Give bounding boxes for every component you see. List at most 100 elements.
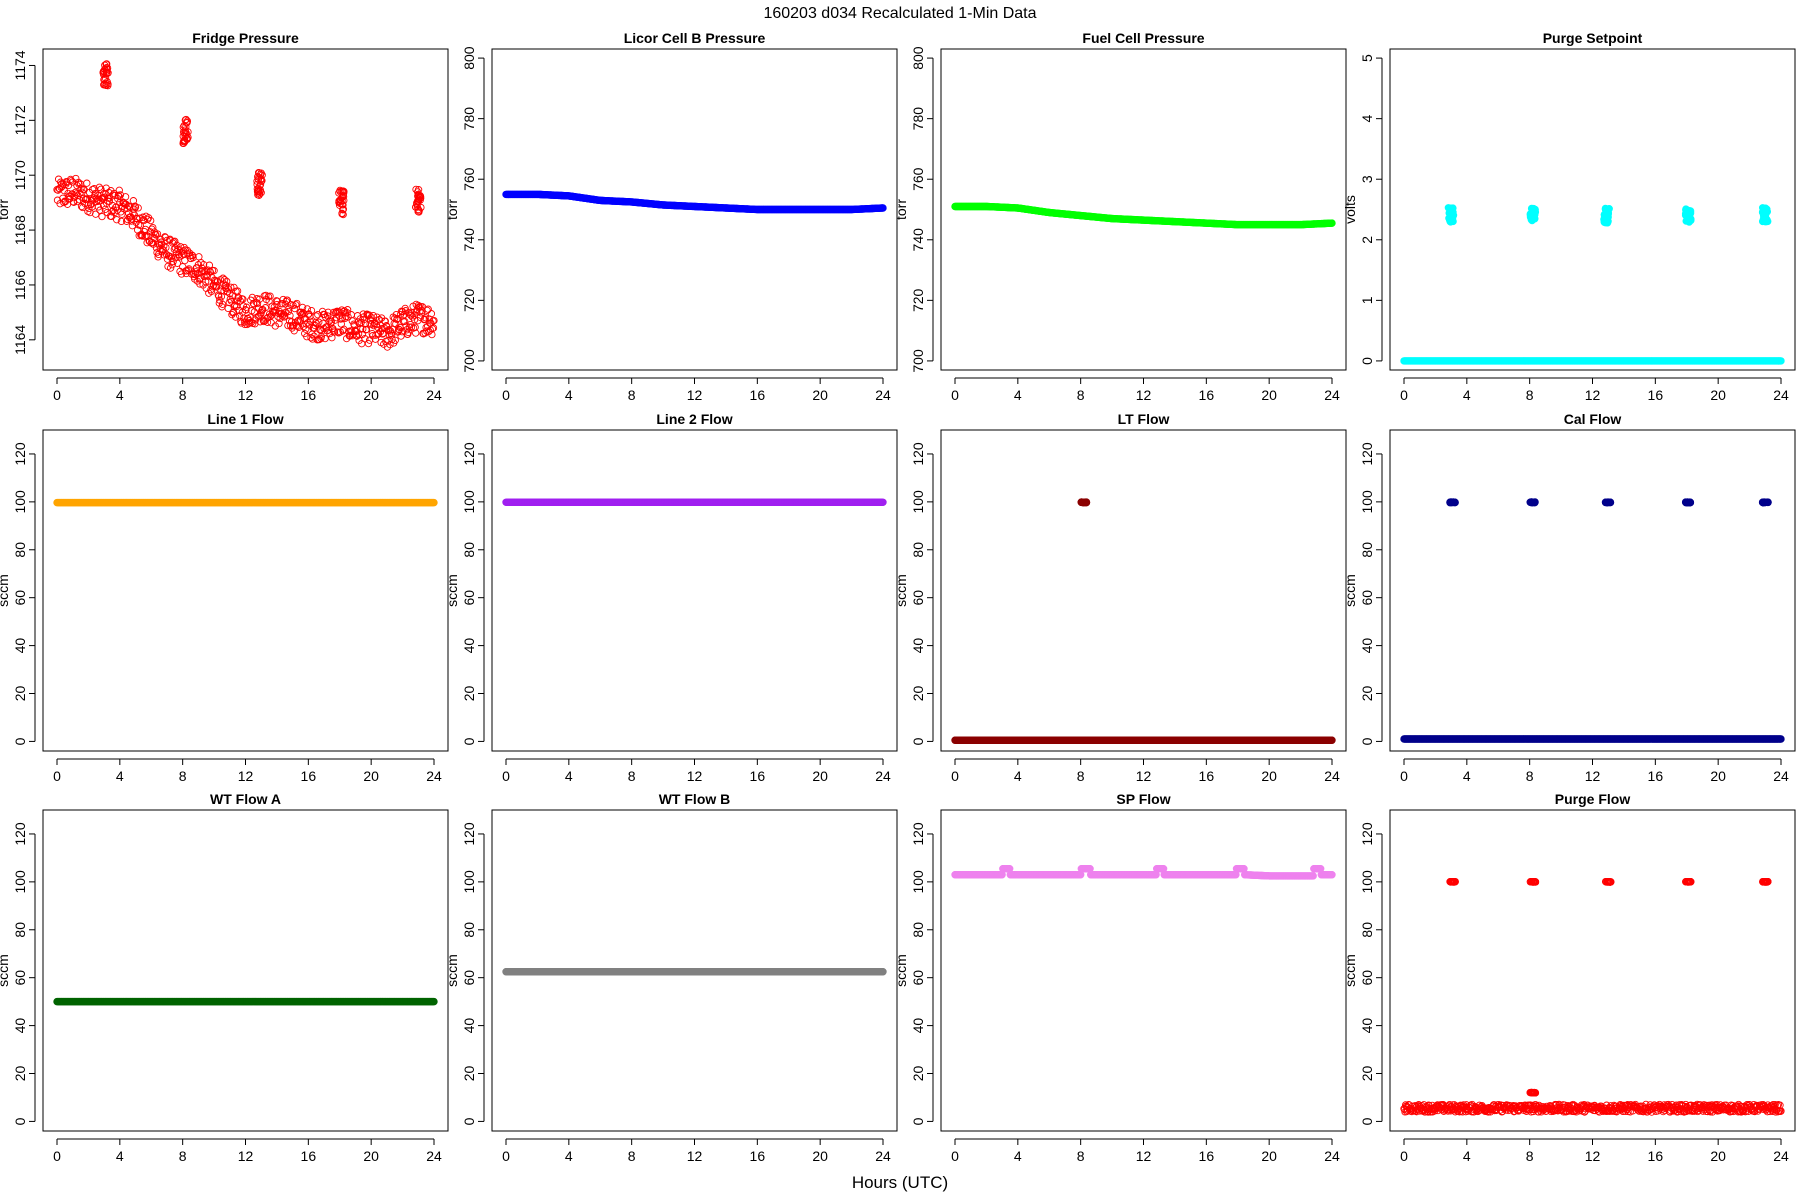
y-axis-label: torr: [893, 199, 909, 220]
data-point: [292, 301, 300, 309]
data-point: [242, 306, 250, 314]
data-point: [335, 329, 343, 337]
data-point: [387, 331, 396, 339]
data-point: [83, 179, 91, 187]
panel-title: Licor Cell B Pressure: [624, 30, 766, 46]
data-point: [92, 210, 100, 218]
y-tick-label: 760: [910, 167, 926, 191]
data-point: [1761, 215, 1769, 223]
y-tick-label: 20: [12, 686, 28, 702]
y-tick-label: 780: [461, 107, 477, 131]
x-tick-label: 16: [1199, 768, 1215, 784]
y-tick-label: 720: [910, 288, 926, 312]
panel-title: LT Flow: [1118, 411, 1170, 427]
data-point: [122, 200, 130, 208]
x-tick-label: 0: [951, 768, 959, 784]
plot-frame: [491, 429, 898, 752]
data-point: [254, 189, 262, 197]
data-point: [369, 311, 377, 320]
data-point: [429, 324, 438, 332]
y-tick-label: 80: [461, 542, 477, 558]
data-point: [173, 259, 182, 267]
data-point: [143, 215, 152, 224]
y-tick-label: 760: [461, 167, 477, 191]
data-point: [183, 135, 191, 143]
y-tick-label: 700: [461, 349, 477, 373]
panel-title: Line 1 Flow: [207, 411, 283, 427]
data-point: [1600, 215, 1608, 224]
panel-title: Purge Setpoint: [1543, 30, 1643, 46]
data-point: [231, 313, 240, 321]
data-point: [253, 295, 261, 303]
data-point: [134, 204, 142, 212]
x-tick-label: 16: [301, 768, 317, 784]
data-point: [413, 199, 421, 207]
data-point: [358, 330, 366, 339]
x-tick-label: 12: [238, 387, 254, 403]
data-point: [99, 69, 107, 77]
data-point: [879, 204, 887, 212]
data-point: [138, 232, 146, 240]
data-point: [151, 230, 160, 238]
y-axis-label: torr: [444, 199, 460, 220]
x-tick-label: 24: [875, 387, 891, 403]
data-points: [951, 498, 1336, 744]
x-tick-label: 24: [1324, 387, 1340, 403]
data-point: [427, 310, 436, 318]
data-point: [103, 60, 111, 68]
data-point: [225, 285, 233, 293]
data-point: [121, 193, 130, 201]
data-point: [249, 299, 258, 308]
data-point: [98, 212, 106, 221]
data-point: [227, 283, 235, 291]
data-point: [129, 197, 138, 205]
y-tick-label: 0: [910, 737, 926, 745]
x-tick-label: 0: [502, 387, 510, 403]
data-point: [318, 327, 326, 335]
data-point: [343, 306, 352, 314]
data-point: [317, 332, 326, 341]
data-point: [293, 299, 301, 308]
data-point: [224, 304, 232, 313]
data-point: [367, 313, 375, 321]
y-tick-label: 60: [910, 590, 926, 606]
data-point: [60, 187, 68, 195]
x-tick-label: 8: [628, 387, 636, 403]
data-point: [153, 230, 162, 238]
data-point: [130, 205, 138, 213]
data-point: [392, 320, 400, 328]
data-point: [279, 300, 287, 308]
x-tick-label: 16: [301, 387, 317, 403]
data-point: [339, 210, 347, 219]
data-point: [408, 309, 416, 317]
x-tick-label: 8: [628, 768, 636, 784]
y-tick-label: 740: [910, 228, 926, 252]
data-point: [213, 283, 221, 291]
data-point: [421, 314, 430, 322]
data-point: [263, 314, 271, 322]
data-point: [324, 308, 332, 316]
data-point: [215, 299, 223, 307]
data-point: [290, 327, 298, 335]
data-point: [113, 206, 121, 214]
y-tick-label: 120: [910, 442, 926, 466]
data-point: [420, 315, 429, 323]
data-point: [182, 115, 190, 124]
data-point: [428, 330, 436, 339]
data-point: [339, 327, 347, 335]
data-point: [242, 303, 251, 311]
data-point: [343, 309, 351, 317]
plot-frame: [42, 48, 449, 371]
data-point: [330, 328, 339, 336]
data-point: [335, 198, 343, 206]
x-tick-label: 16: [1199, 387, 1215, 403]
data-point: [181, 116, 189, 124]
y-tick-label: 80: [12, 542, 28, 558]
data-point: [340, 325, 348, 333]
data-point: [284, 307, 293, 316]
